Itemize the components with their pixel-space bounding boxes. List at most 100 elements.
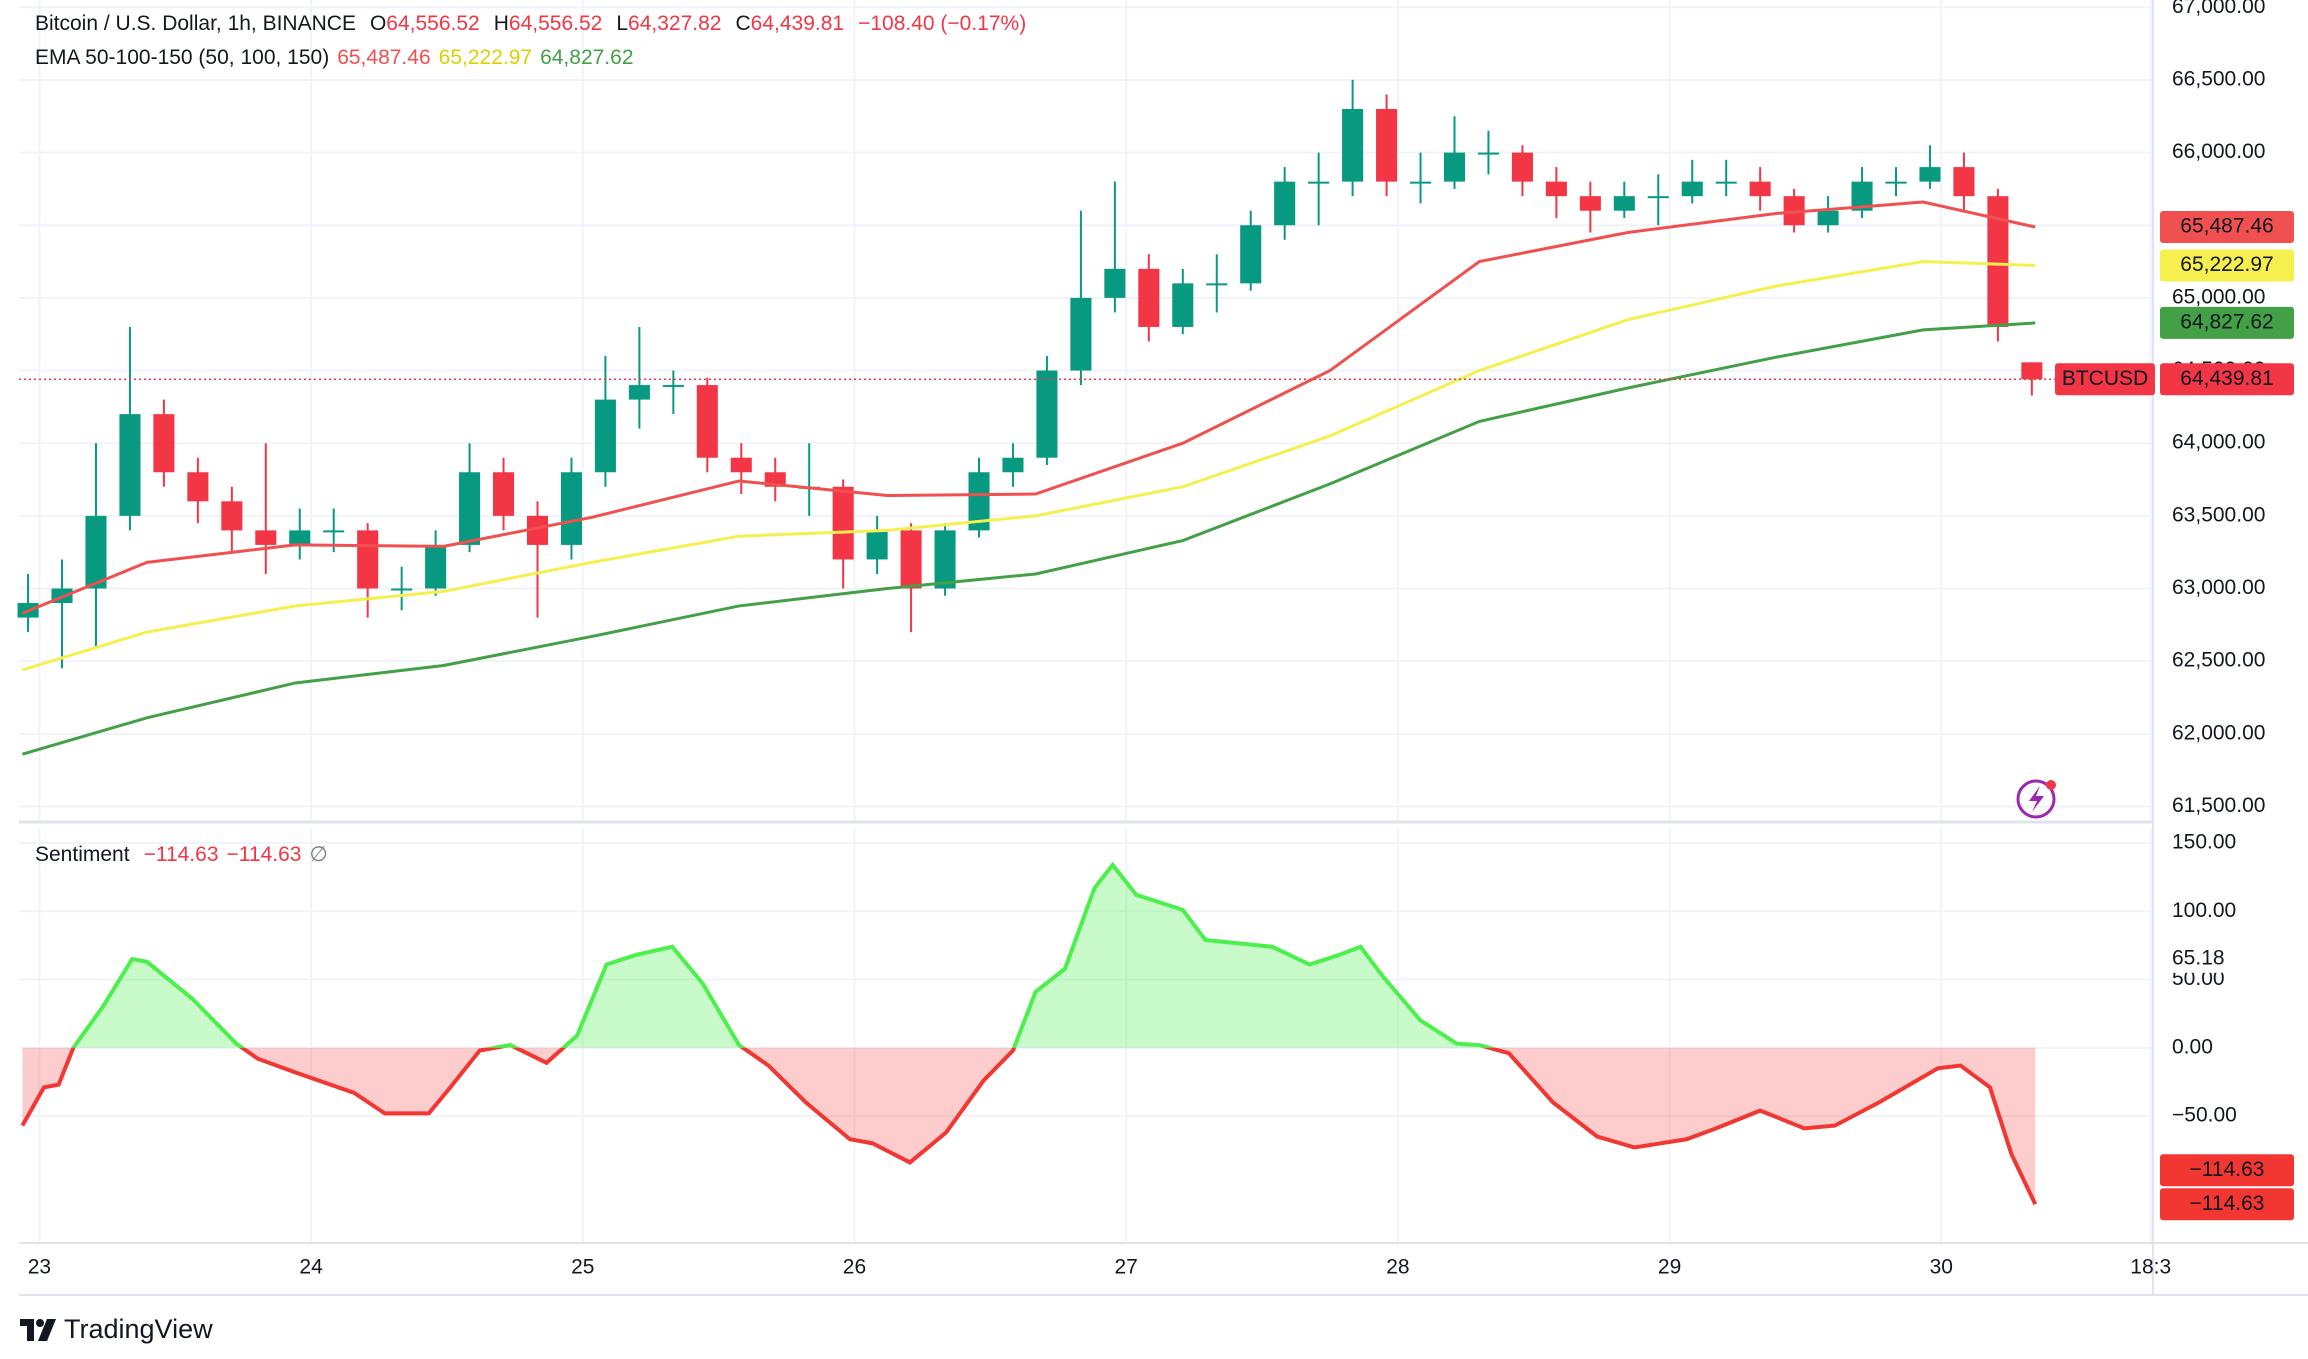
candle-body (1342, 108, 1364, 182)
indicator-legend: EMA 50-100-150 (50, 100, 150) 65,487.46 … (35, 46, 634, 70)
y-tick-label: −50.00 (2172, 1104, 2237, 1127)
logo-icon (20, 1318, 56, 1341)
x-tick-label: 28 (1386, 1256, 1409, 1279)
candle-body (1613, 196, 1635, 211)
candle-body (662, 385, 684, 388)
candle-body (1681, 181, 1703, 197)
marker-bg (2160, 944, 2250, 973)
legend-change: −108.40 (−0.17%) (858, 12, 1027, 35)
candle-body (1138, 268, 1160, 327)
candle-body (1070, 297, 1092, 371)
candle-body (1036, 370, 1058, 458)
candle-body (1206, 283, 1228, 286)
candle-body (832, 486, 854, 560)
y-tick-label: 66,000.00 (2172, 140, 2265, 163)
candle-body (730, 457, 752, 473)
indicator-value: 65,487.46 (337, 46, 431, 69)
legend-value: 64,556.52 (386, 12, 480, 35)
alert-icon[interactable] (2016, 779, 2056, 819)
y-tick-label: 100.00 (2172, 899, 2236, 922)
candle-body (594, 399, 616, 473)
sentiment-line-negative (20, 1047, 2038, 1206)
indicator-value: −114.63 (226, 842, 302, 866)
sentiment-area-negative (22, 1047, 2036, 1205)
price-tag-label: 64,827.62 (2180, 310, 2273, 333)
sentiment-area-positive (73, 864, 1490, 1048)
candle-body (1545, 181, 1567, 197)
candle-body (1953, 167, 1975, 197)
x-tick-label: 29 (1658, 1256, 1681, 1279)
candle-body (1715, 181, 1737, 184)
candle-body (1885, 181, 1907, 184)
candle-body (1274, 181, 1296, 226)
y-tick-label: 62,500.00 (2172, 649, 2265, 672)
x-tick-label: 18:3 (2130, 1256, 2171, 1279)
ema-line (21, 200, 2036, 615)
legend-key: H (493, 12, 509, 35)
indicator-value: 64,827.62 (540, 46, 634, 69)
candle-body (2021, 362, 2043, 380)
candle-body (1749, 181, 1771, 197)
indicator-value: −114.63 (143, 842, 219, 866)
candle-body (255, 530, 277, 545)
indicator-name: Sentiment (35, 842, 130, 866)
candle-body (1477, 152, 1499, 155)
candle-body (1817, 210, 1839, 226)
candle-body (934, 530, 956, 589)
ema-line (21, 260, 2036, 672)
x-tick-label: 27 (1115, 1256, 1138, 1279)
legend-value: 64,439.81 (750, 12, 845, 35)
y-tick-label: 50.00 (2172, 967, 2225, 990)
candle-body (1919, 167, 1941, 182)
y-tick-label: 0.00 (2172, 1035, 2213, 1058)
y-tick-label: 67,000.00 (2172, 0, 2265, 18)
candle-body (1851, 181, 1873, 211)
y-tick-label: 61,500.00 (2172, 794, 2265, 817)
candle-body (560, 472, 582, 545)
candle-body (323, 530, 345, 533)
symbol: Bitcoin / U.S. Dollar, 1h, BINANCE (35, 12, 356, 35)
value-tag-label: −114.63 (2190, 1192, 2265, 1215)
candle-body (187, 472, 209, 502)
y-tick-label: 63,500.00 (2172, 503, 2265, 526)
tradingview-logo[interactable]: TradingView (20, 1314, 213, 1345)
sentiment-legend: Sentiment −114.63 −114.63 ∅ (35, 842, 328, 867)
candle-body (85, 515, 107, 589)
legend-value: 64,327.82 (628, 12, 722, 35)
candle-body (1308, 181, 1330, 184)
candle-body (221, 501, 243, 531)
candle-body (526, 515, 549, 545)
price-legend: Bitcoin / U.S. Dollar, 1h, BINANCE O 64,5… (35, 12, 1026, 36)
x-tick-label: 30 (1930, 1256, 1953, 1279)
candle-body (628, 385, 650, 400)
candle-body (289, 530, 311, 545)
candle-body (1579, 196, 1601, 211)
candle-body (696, 385, 718, 458)
y-tick-label: 64,000.00 (2172, 431, 2265, 454)
candle-body (900, 530, 922, 589)
value-tag (2160, 1154, 2294, 1187)
x-tick-label: 24 (299, 1256, 323, 1279)
price-tag-label: 64,439.81 (2180, 367, 2273, 390)
candle-body (1410, 181, 1432, 184)
candle-body (357, 530, 379, 589)
legend-key: C (735, 12, 751, 35)
candle-body (493, 472, 515, 516)
candle-body (1172, 283, 1194, 327)
x-tick-label: 23 (28, 1256, 51, 1279)
indicator-value: 65,222.97 (438, 46, 533, 69)
candle-body (1240, 225, 1262, 284)
candle-body (1647, 196, 1669, 199)
candle-body (1104, 268, 1126, 298)
y-tick-label: 63,000.00 (2172, 576, 2265, 599)
indicator-name: EMA 50-100-150 (50, 100, 150) (35, 46, 330, 69)
price-tag (2160, 306, 2294, 339)
candle-body (153, 414, 175, 473)
legend-value: 64,556.52 (508, 12, 603, 35)
y-tick-label: 62,000.00 (2172, 721, 2265, 744)
candle-body (391, 588, 413, 591)
candle-body (119, 414, 141, 516)
candle-body (1002, 457, 1024, 473)
legend-key: O (369, 12, 387, 35)
x-tick-label: 26 (843, 1256, 866, 1279)
